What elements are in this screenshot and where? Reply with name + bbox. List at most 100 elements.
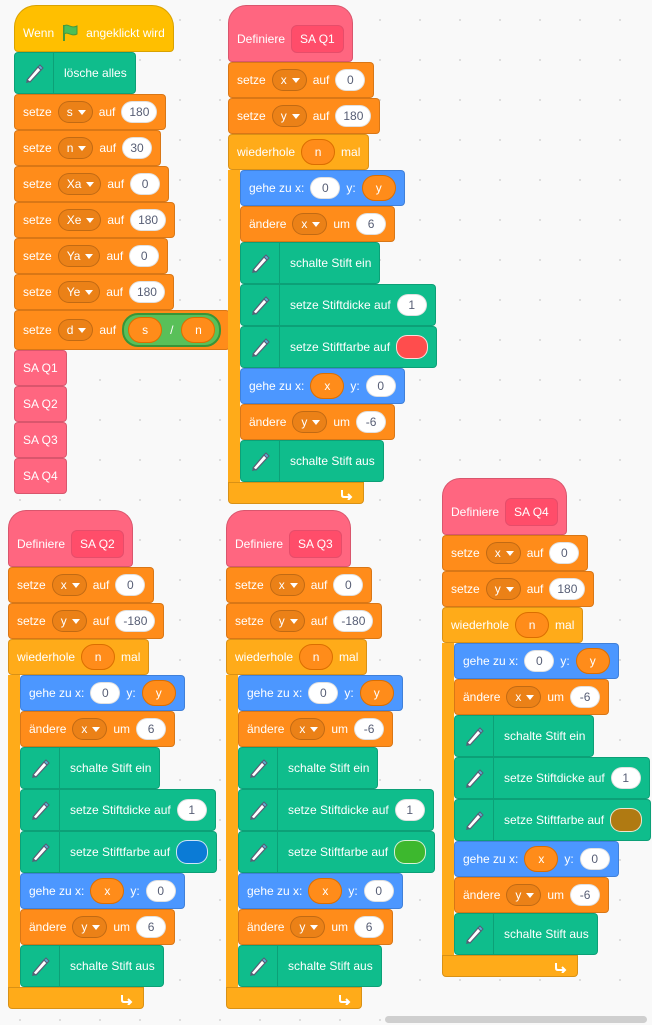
variable-reporter[interactable]: x bbox=[524, 846, 559, 872]
number-input[interactable]: 0 bbox=[90, 682, 121, 704]
variable-reporter[interactable]: y bbox=[359, 680, 394, 706]
number-input[interactable]: 0 bbox=[365, 375, 396, 397]
block[interactable]: setze Stiftdicke auf 1 bbox=[238, 789, 434, 831]
number-input[interactable]: 0 bbox=[310, 177, 341, 199]
variable-reporter[interactable]: y bbox=[575, 648, 610, 674]
color-swatch[interactable] bbox=[610, 808, 643, 832]
block[interactable]: setze y auf -180 bbox=[8, 603, 165, 639]
dropdown[interactable]: x bbox=[51, 574, 87, 596]
block[interactable]: gehe zu x: x y: 0 bbox=[240, 368, 405, 404]
block[interactable]: SA Q3 bbox=[14, 422, 67, 458]
block[interactable]: gehe zu x: 0 y: y bbox=[238, 675, 403, 711]
variable-reporter[interactable]: y bbox=[141, 680, 176, 706]
block[interactable]: ändere x um -6 bbox=[454, 679, 610, 715]
variable-reporter[interactable]: n bbox=[299, 644, 334, 670]
block[interactable]: schalte Stift ein bbox=[454, 715, 595, 757]
number-input[interactable]: 6 bbox=[136, 916, 167, 938]
block[interactable]: setze x auf 0 bbox=[442, 535, 589, 571]
variable-reporter[interactable]: n bbox=[301, 139, 336, 165]
color-swatch[interactable] bbox=[176, 840, 209, 864]
dropdown[interactable]: y bbox=[269, 610, 305, 632]
block[interactable]: gehe zu x: x y: 0 bbox=[238, 873, 403, 909]
dropdown[interactable]: y bbox=[292, 411, 328, 433]
block[interactable]: ändere y um -6 bbox=[454, 877, 610, 913]
variable-reporter[interactable]: n bbox=[181, 317, 216, 343]
dropdown[interactable]: d bbox=[57, 319, 94, 341]
variable-reporter[interactable]: x bbox=[308, 878, 343, 904]
number-input[interactable]: 0 bbox=[579, 848, 610, 870]
block[interactable]: setze Stiftdicke auf 1 bbox=[240, 284, 436, 326]
number-input[interactable]: 1 bbox=[394, 799, 425, 821]
number-input[interactable]: 0 bbox=[549, 542, 580, 564]
block[interactable]: schalte Stift aus bbox=[20, 945, 164, 987]
number-input[interactable]: 0 bbox=[335, 69, 366, 91]
block[interactable]: Definiere SA Q2 bbox=[8, 510, 133, 567]
block[interactable]: wiederhole n mal bbox=[8, 639, 150, 675]
number-input[interactable]: 0 bbox=[333, 574, 364, 596]
block[interactable]: setze Stiftdicke auf 1 bbox=[20, 789, 216, 831]
block[interactable]: ändere x um 6 bbox=[240, 206, 396, 242]
block[interactable]: setze x auf 0 bbox=[228, 62, 375, 98]
dropdown[interactable]: n bbox=[57, 137, 94, 159]
number-input[interactable]: 6 bbox=[354, 916, 385, 938]
dropdown[interactable]: x bbox=[271, 69, 307, 91]
block[interactable]: ändere y um 6 bbox=[20, 909, 176, 945]
number-input[interactable]: 1 bbox=[176, 799, 207, 821]
block[interactable]: SA Q2 bbox=[14, 386, 67, 422]
block[interactable]: setze x auf 0 bbox=[8, 567, 155, 603]
number-input[interactable]: 1 bbox=[396, 294, 427, 316]
variable-reporter[interactable]: x bbox=[90, 878, 125, 904]
block[interactable]: wiederhole n mal bbox=[442, 607, 584, 643]
block[interactable]: wiederhole n mal bbox=[226, 639, 368, 675]
dropdown[interactable]: x bbox=[290, 718, 326, 740]
block[interactable]: ändere x um -6 bbox=[238, 711, 394, 747]
block[interactable]: setze y auf 180 bbox=[442, 571, 595, 607]
dropdown[interactable]: y bbox=[271, 105, 307, 127]
number-input[interactable]: 6 bbox=[356, 213, 387, 235]
variable-reporter[interactable]: x bbox=[310, 373, 345, 399]
block[interactable]: setze Stiftfarbe auf bbox=[240, 326, 438, 368]
block[interactable]: setze x auf 0 bbox=[226, 567, 373, 603]
number-input[interactable]: -180 bbox=[333, 610, 374, 632]
block[interactable]: Wenn angeklickt wird bbox=[14, 5, 174, 52]
block[interactable]: schalte Stift ein bbox=[240, 242, 381, 284]
number-input[interactable]: 180 bbox=[335, 105, 372, 127]
color-swatch[interactable] bbox=[396, 335, 429, 359]
block[interactable]: SA Q4 bbox=[14, 458, 67, 494]
block[interactable]: setze Stiftfarbe auf bbox=[238, 831, 436, 873]
number-input[interactable]: 0 bbox=[524, 650, 555, 672]
dropdown[interactable]: y bbox=[290, 916, 326, 938]
block[interactable]: gehe zu x: x y: 0 bbox=[454, 841, 619, 877]
block[interactable]: setze Stiftfarbe auf bbox=[454, 799, 652, 841]
block[interactable]: ändere y um 6 bbox=[238, 909, 394, 945]
variable-reporter[interactable]: n bbox=[515, 612, 550, 638]
dropdown[interactable]: x bbox=[292, 213, 328, 235]
dropdown[interactable]: x bbox=[506, 686, 542, 708]
block[interactable]: SA Q1 bbox=[14, 350, 67, 386]
number-input[interactable]: -6 bbox=[570, 686, 601, 708]
number-input[interactable]: 0 bbox=[145, 880, 176, 902]
variable-reporter[interactable]: y bbox=[361, 175, 396, 201]
block[interactable]: Definiere SA Q4 bbox=[442, 478, 567, 535]
block[interactable]: setze Ye auf 180 bbox=[14, 274, 174, 310]
dropdown[interactable]: y bbox=[51, 610, 87, 632]
block[interactable]: setze Ya auf 0 bbox=[14, 238, 169, 274]
number-input[interactable]: 180 bbox=[121, 101, 158, 123]
number-input[interactable]: -6 bbox=[356, 411, 387, 433]
block[interactable]: lösche alles bbox=[14, 52, 136, 94]
dropdown[interactable]: Ye bbox=[57, 281, 101, 303]
block[interactable]: setze n auf 30 bbox=[14, 130, 162, 166]
block[interactable]: schalte Stift aus bbox=[454, 913, 598, 955]
dropdown[interactable]: y bbox=[506, 884, 542, 906]
c-block[interactable]: wiederhole n mal gehe zu x: 0 y: y ändere x um -6 s… bbox=[226, 639, 436, 1009]
block[interactable]: setze Xe auf 180 bbox=[14, 202, 176, 238]
c-block[interactable]: wiederhole n mal gehe zu x: 0 y: y ändere x um 6 sc… bbox=[8, 639, 218, 1009]
block[interactable]: gehe zu x: x y: 0 bbox=[20, 873, 185, 909]
block[interactable]: schalte Stift aus bbox=[240, 440, 384, 482]
number-input[interactable]: 30 bbox=[122, 137, 153, 159]
block[interactable]: setze s auf 180 bbox=[14, 94, 167, 130]
dropdown[interactable]: y bbox=[72, 916, 108, 938]
block[interactable]: Definiere SA Q1 bbox=[228, 5, 353, 62]
dropdown[interactable]: x bbox=[485, 542, 521, 564]
number-input[interactable]: -6 bbox=[354, 718, 385, 740]
